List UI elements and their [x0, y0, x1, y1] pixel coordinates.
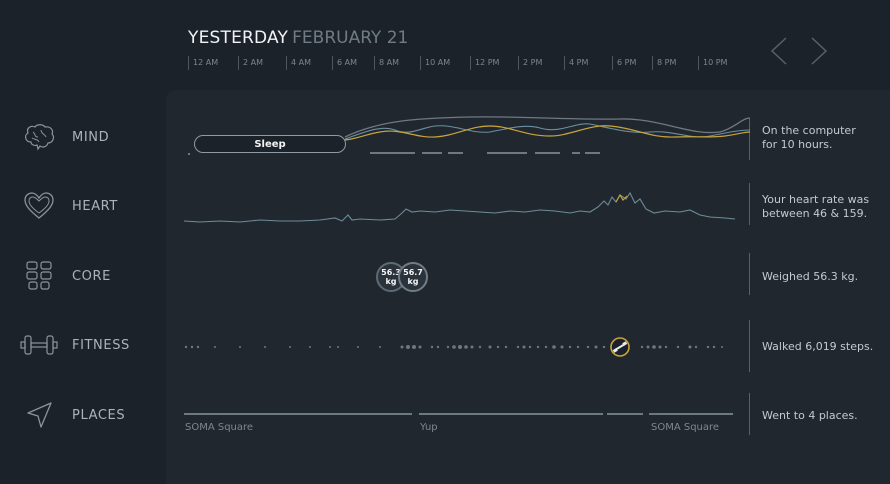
chevron-right-icon — [811, 37, 828, 65]
sidebar-item-label: FITNESS — [72, 337, 130, 353]
summary-line: between 46 & 159. — [762, 207, 868, 220]
hour-tick: 4 PM — [564, 56, 588, 70]
heart-rate-chart — [183, 191, 736, 223]
weight-unit: kg — [385, 277, 397, 286]
date-label: FEBRUARY 21 — [292, 28, 409, 48]
hour-tick: 8 AM — [374, 56, 399, 70]
hour-tick: 10 PM — [698, 56, 727, 70]
place-segment[interactable] — [419, 413, 603, 415]
step-activity-chart — [184, 337, 723, 357]
fitness-summary: Walked 6,019 steps. — [762, 340, 874, 353]
weight-value: 56.7 — [403, 268, 423, 277]
hour-tick: 10 AM — [420, 56, 450, 70]
summary-line: Your heart rate was — [762, 193, 870, 206]
place-segment[interactable] — [184, 413, 412, 415]
sidebar-item-label: PLACES — [72, 407, 126, 423]
place-segment[interactable] — [649, 413, 733, 415]
day-label: YESTERDAY — [188, 28, 289, 48]
previous-day-button[interactable] — [768, 36, 790, 65]
next-day-button[interactable] — [808, 36, 830, 65]
workout-marker-icon — [610, 337, 630, 357]
heart-summary: Your heart rate was between 46 & 159. — [762, 193, 869, 221]
hour-tick: 12 AM — [188, 56, 218, 70]
weight-unit: kg — [407, 277, 419, 286]
sidebar-item-places[interactable]: PLACES — [20, 395, 160, 435]
dumbbell-icon — [20, 328, 58, 362]
place-segment[interactable] — [607, 413, 643, 415]
divider — [749, 183, 750, 225]
sidebar-item-fitness[interactable]: FITNESS — [20, 325, 160, 365]
brain-icon — [20, 120, 58, 154]
sleep-block[interactable]: Sleep — [194, 135, 346, 153]
places-summary: Went to 4 places. — [762, 409, 858, 422]
divider — [749, 253, 750, 295]
hour-tick: 2 PM — [518, 56, 542, 70]
sidebar-item-label: MIND — [72, 129, 110, 145]
location-arrow-icon — [20, 398, 58, 432]
computer-activity-chart — [188, 116, 750, 155]
core-grid-icon — [20, 259, 58, 293]
sidebar-item-label: HEART — [72, 198, 118, 214]
hour-tick: 4 AM — [286, 56, 311, 70]
core-summary: Weighed 56.3 kg. — [762, 270, 859, 283]
heart-icon — [20, 189, 58, 223]
sidebar-item-heart[interactable]: HEART — [20, 186, 160, 226]
hour-tick: 2 AM — [238, 56, 263, 70]
weight-value: 56.3 — [381, 268, 401, 277]
place-label: SOMA Square — [651, 422, 720, 433]
summary-line: On the computer — [762, 124, 856, 137]
place-label: SOMA Square — [185, 422, 254, 433]
chevron-left-icon — [770, 37, 787, 65]
mind-summary: On the computer for 10 hours. — [762, 124, 856, 152]
sidebar-item-label: CORE — [72, 268, 111, 284]
hour-tick: 12 PM — [470, 56, 499, 70]
hour-tick: 8 PM — [652, 56, 676, 70]
place-label: Yup — [420, 422, 438, 433]
divider — [749, 118, 750, 160]
divider — [749, 393, 750, 435]
time-axis: 12 AM 2 AM 4 AM 6 AM 8 AM 10 AM 12 PM 2 … — [188, 56, 748, 72]
timeline-panel — [166, 90, 890, 484]
weight-reading-bubble[interactable]: 56.7 kg — [398, 262, 428, 292]
summary-line: for 10 hours. — [762, 138, 833, 151]
hour-tick: 6 AM — [332, 56, 357, 70]
date-header: YESTERDAY FEBRUARY 21 — [188, 28, 408, 48]
hour-tick: 6 PM — [612, 56, 636, 70]
sidebar-item-core[interactable]: CORE — [20, 256, 160, 296]
divider — [749, 320, 750, 372]
sidebar-item-mind[interactable]: MIND — [20, 117, 160, 157]
